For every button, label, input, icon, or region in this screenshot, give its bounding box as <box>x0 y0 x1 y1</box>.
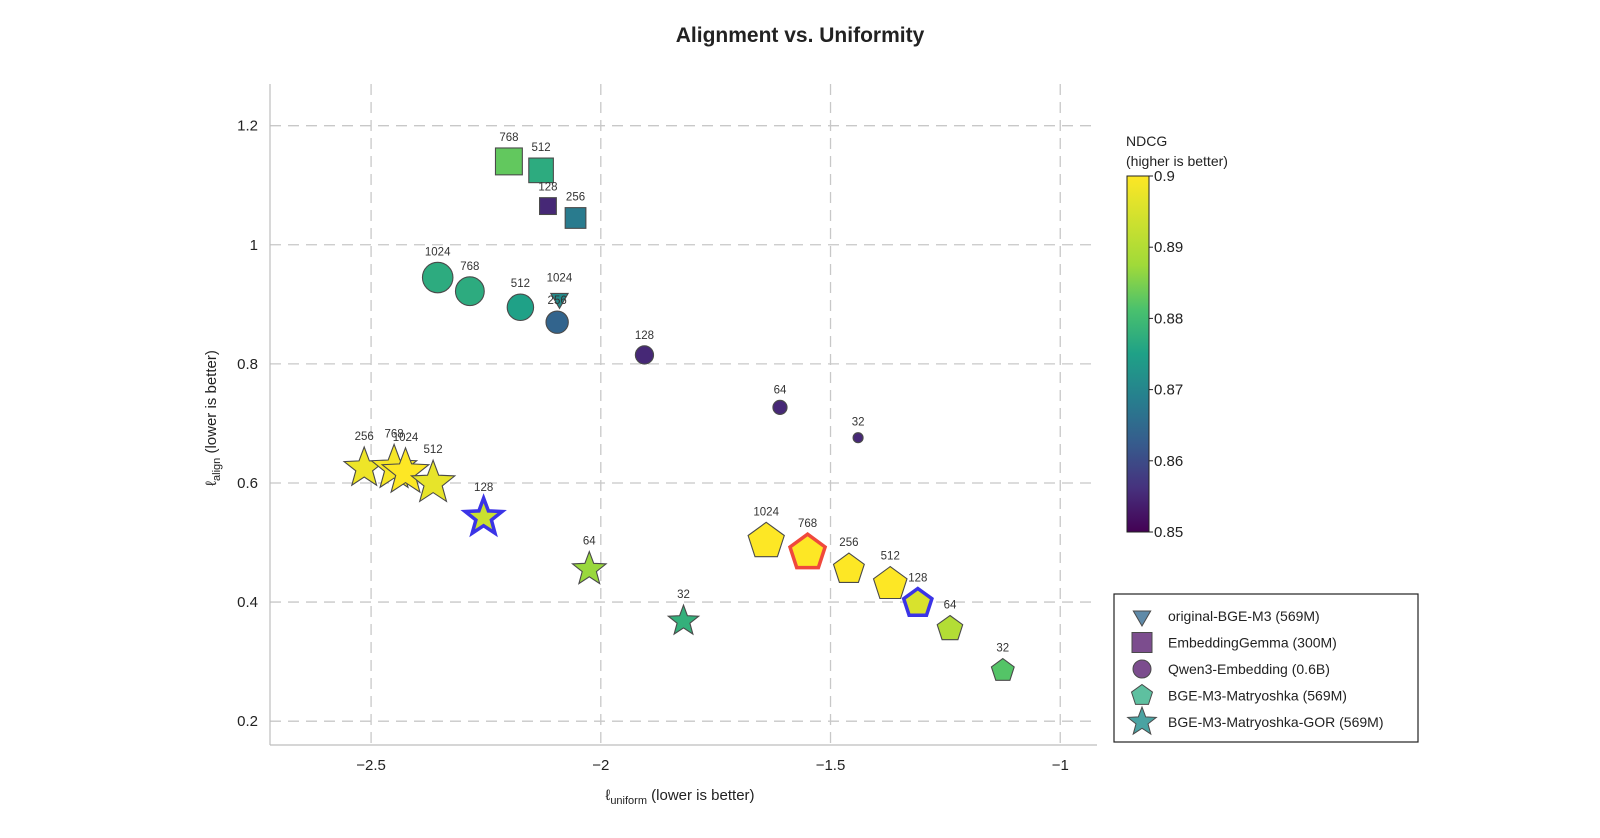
colorbar-ticks: 0.9 0.89 0.88 0.87 0.86 0.85 <box>1149 168 1183 541</box>
point-label: 768 <box>499 132 518 144</box>
y-tick-label: 1 <box>250 237 258 254</box>
x-axis-label: ℓuniform (lower is better) <box>605 787 754 807</box>
data-point-square-768 <box>494 147 523 176</box>
point-label: 32 <box>996 643 1009 655</box>
x-tick-label: −2.5 <box>356 757 386 774</box>
y-tick-label: 1.2 <box>237 118 258 135</box>
data-point-pentagon-64 <box>936 614 964 641</box>
data-point-circle-128 <box>634 345 655 365</box>
data-point-star-64 <box>571 550 608 585</box>
point-label: 128 <box>474 482 493 494</box>
data-point-pentagon-1024 <box>747 521 785 558</box>
series-triangle-down <box>549 292 570 310</box>
point-label: 512 <box>531 142 550 154</box>
colorbar-gradient <box>1126 175 1150 533</box>
data-point-star-128 <box>460 493 507 538</box>
y-tick-label: 0.2 <box>237 713 258 730</box>
colorbar-tick-label: 0.89 <box>1154 239 1183 256</box>
point-label: 64 <box>774 384 787 396</box>
y-axis-label: ℓalign (lower is better) <box>203 350 223 486</box>
legend-box <box>1113 593 1419 743</box>
x-tick-label: −1 <box>1052 757 1069 774</box>
legend-marker-triangle-down <box>1132 610 1152 627</box>
legend-label: BGE-M3-Matryoshka (569M) <box>1168 688 1347 704</box>
x-tick-label: −1.5 <box>816 757 846 774</box>
point-label: 1024 <box>425 246 451 258</box>
x-tick-label: −2 <box>592 757 609 774</box>
data-point-circle-256 <box>545 310 569 334</box>
data-point-pentagon-512 <box>872 565 908 600</box>
data-point-pentagon-768 <box>787 532 828 570</box>
data-points <box>342 147 1015 681</box>
point-label: 256 <box>355 431 374 443</box>
point-label: 32 <box>677 589 690 601</box>
colorbar-title: NDCG <box>1126 133 1167 149</box>
y-ticks: 0.2 0.4 0.6 0.8 1 1.2 <box>237 118 258 730</box>
point-label: 64 <box>583 536 596 548</box>
data-point-pentagon-128 <box>901 586 934 617</box>
data-point-square-256 <box>564 207 587 229</box>
point-label: 32 <box>852 417 865 429</box>
series-pentagon <box>747 521 1015 681</box>
colorbar-tick-label: 0.85 <box>1154 524 1183 541</box>
legend-label: EmbeddingGemma (300M) <box>1168 635 1337 651</box>
legend-label: Qwen3-Embedding (0.6B) <box>1168 661 1330 677</box>
point-label: 512 <box>511 278 530 290</box>
gridlines <box>270 84 1097 745</box>
point-label: 1024 <box>393 432 419 444</box>
legend-marker-star <box>1126 705 1158 736</box>
legend-label: BGE-M3-Matryoshka-GOR (569M) <box>1168 714 1383 730</box>
point-label: 768 <box>798 518 817 530</box>
colorbar-tick-label: 0.87 <box>1154 382 1183 399</box>
y-tick-label: 0.4 <box>237 594 258 611</box>
point-label: 128 <box>538 182 557 194</box>
y-tick-label: 0.6 <box>237 475 258 492</box>
colorbar: NDCG (higher is better) 0.90.890.880.870… <box>1126 133 1228 541</box>
colorbar-tick-label: 0.9 <box>1154 168 1175 185</box>
point-label: 64 <box>944 599 957 611</box>
point-label: 128 <box>908 572 927 584</box>
point-label: 512 <box>881 551 900 563</box>
data-point-circle-64 <box>772 399 788 415</box>
point-label: 1024 <box>753 506 779 518</box>
legend-marker-circle <box>1132 659 1152 679</box>
legend-label: original-BGE-M3 (569M) <box>1168 608 1320 624</box>
colorbar-subtitle: (higher is better) <box>1126 153 1228 169</box>
colorbar-tick-label: 0.88 <box>1154 310 1183 327</box>
legend: original-BGE-M3 (569M) EmbeddingGemma (30… <box>1113 593 1419 743</box>
point-label: 128 <box>635 330 654 342</box>
point-label: 256 <box>839 537 858 549</box>
data-point-pentagon-32 <box>990 657 1015 681</box>
data-point-pentagon-256 <box>832 552 865 583</box>
axes <box>269 84 1097 746</box>
data-point-star-1024 <box>380 446 431 494</box>
data-point-circle-768 <box>454 276 485 307</box>
series-circle <box>421 261 864 444</box>
data-point-circle-32 <box>852 432 864 444</box>
series-star <box>342 442 701 636</box>
point-label: 1024 <box>547 272 573 284</box>
data-point-square-512 <box>528 157 554 184</box>
point-label: 256 <box>566 192 585 204</box>
series-square <box>494 147 587 229</box>
point-label: 512 <box>424 444 443 456</box>
chart-title: Alignment vs. Uniformity <box>676 24 925 47</box>
legend-marker-square <box>1131 632 1153 653</box>
data-point-square-128 <box>539 197 557 216</box>
point-labels: 1024768512128256102476851225612864321024… <box>355 132 1010 655</box>
point-label: 768 <box>384 428 403 440</box>
point-label: 256 <box>548 295 567 307</box>
colorbar-tick-label: 0.86 <box>1154 453 1183 470</box>
data-point-circle-512 <box>506 293 535 322</box>
legend-marker-pentagon <box>1130 683 1154 705</box>
point-label: 768 <box>460 261 479 273</box>
y-tick-label: 0.8 <box>237 356 258 373</box>
data-point-star-32 <box>666 603 701 636</box>
data-point-triangle-down-1024 <box>549 292 570 310</box>
data-point-circle-1024 <box>421 261 454 294</box>
data-point-star-512 <box>409 458 457 503</box>
x-ticks: −2.5 −2 −1.5 −1 <box>356 757 1069 774</box>
